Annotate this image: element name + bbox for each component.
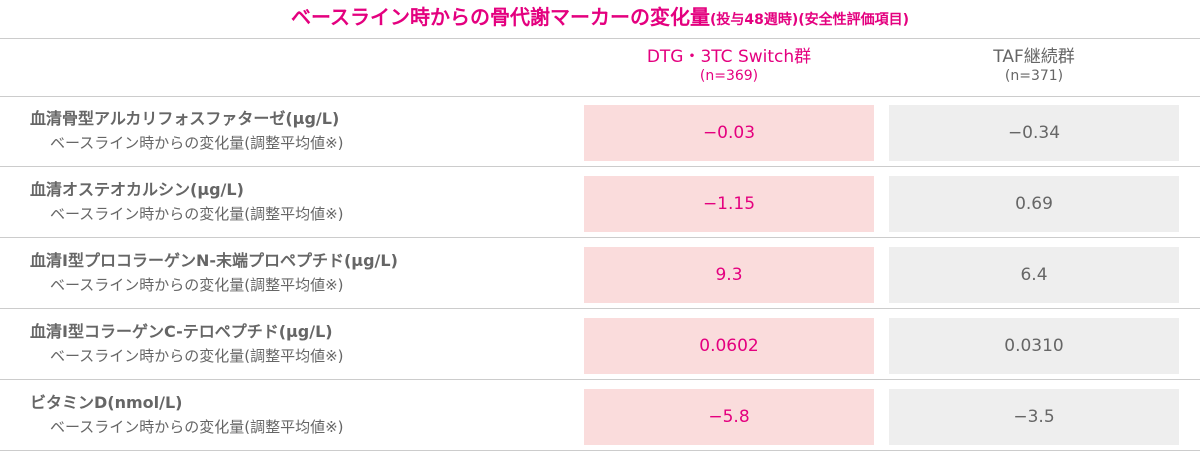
value-cell: −5.8 — [584, 389, 874, 445]
table-row: 血清I型コラーゲンC-テロペプチド(μg/L) ベースライン時からの変化量(調整平… — [0, 309, 1200, 380]
value-cell: 6.4 — [889, 247, 1179, 303]
row-sublabel: ベースライン時からの変化量(調整平均値※) — [50, 276, 344, 294]
column-n: (n=369) — [699, 68, 759, 84]
value-cell: 0.0602 — [584, 318, 874, 374]
row-sublabel: ベースライン時からの変化量(調整平均値※) — [50, 205, 344, 223]
table-row: 血清骨型アルカリフォスファターゼ(μg/L) ベースライン時からの変化量(調整平均… — [0, 96, 1200, 167]
value-cell: 0.0310 — [889, 318, 1179, 374]
row-label: 血清I型コラーゲンC-テロペプチド(μg/L) — [30, 322, 333, 341]
table-header: DTG・3TC Switch群 (n=369) TAF継続群 (n=371) — [0, 38, 1200, 97]
value-cell: −0.03 — [584, 105, 874, 161]
table-row: 血清I型プロコラーゲンN-末端プロペプチド(μg/L) ベースライン時からの変化量… — [0, 238, 1200, 309]
title: ベースライン時からの骨代謝マーカーの変化量 — [290, 5, 710, 29]
row-sublabel: ベースライン時からの変化量(調整平均値※) — [50, 418, 344, 436]
row-label: 血清オステオカルシン(μg/L) — [30, 180, 244, 199]
row-label: 血清骨型アルカリフォスファターゼ(μg/L) — [30, 109, 340, 128]
value-cell: −1.15 — [584, 176, 874, 232]
table-row: ビタミンD(nmol/L) ベースライン時からの変化量(調整平均値※) −5.8 −3… — [0, 380, 1200, 451]
value-cell: −0.34 — [889, 105, 1179, 161]
title-block: ベースライン時からの骨代謝マーカーの変化量(投与48週時)(安全性評価項目) — [0, 4, 1200, 33]
column-n: (n=371) — [1004, 68, 1064, 84]
row-label: 血清I型プロコラーゲンN-末端プロペプチド(μg/L) — [30, 251, 398, 270]
value-cell: −3.5 — [889, 389, 1179, 445]
table-row: 血清オステオカルシン(μg/L) ベースライン時からの変化量(調整平均値※) −1.… — [0, 167, 1200, 238]
column-header: TAF継続群 (n=371) — [889, 47, 1179, 85]
row-sublabel: ベースライン時からの変化量(調整平均値※) — [50, 347, 344, 365]
title-note: (投与48週時)(安全性評価項目) — [709, 12, 910, 28]
row-sublabel: ベースライン時からの変化量(調整平均値※) — [50, 134, 344, 152]
column-header: DTG・3TC Switch群 (n=369) — [584, 47, 874, 85]
value-cell: 9.3 — [584, 247, 874, 303]
column-name: TAF継続群 — [993, 47, 1075, 67]
value-cell: 0.69 — [889, 176, 1179, 232]
column-name: DTG・3TC Switch群 — [646, 47, 812, 67]
row-label: ビタミンD(nmol/L) — [30, 393, 183, 412]
